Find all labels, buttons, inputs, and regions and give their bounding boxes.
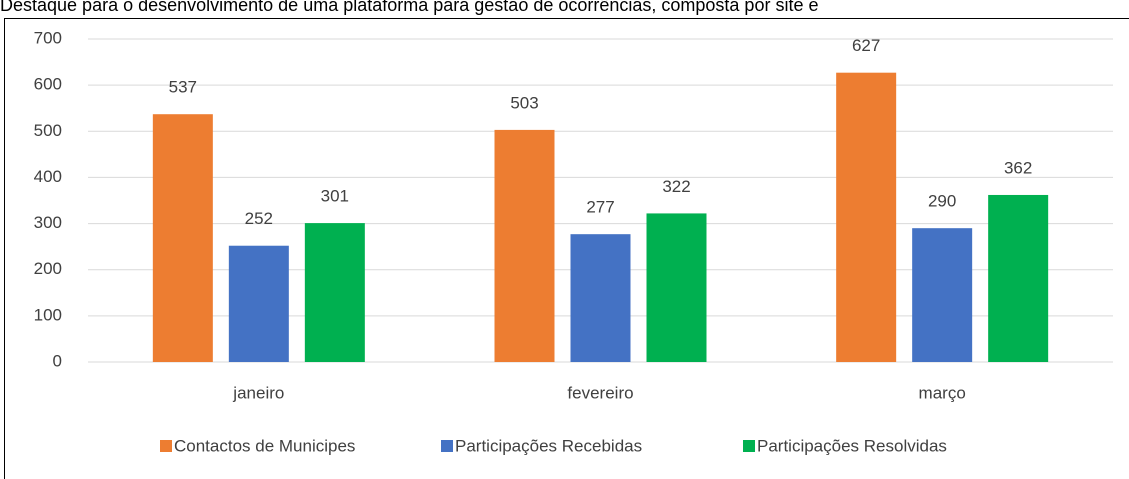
bar [988, 194, 1049, 362]
data-label: 627 [852, 36, 880, 55]
data-label: 322 [662, 177, 690, 196]
legend-swatch [441, 440, 453, 452]
y-tick-label: 100 [34, 305, 62, 324]
legend-swatch [160, 440, 172, 452]
bar [304, 223, 365, 362]
legend-label: Contactos de Municipes [174, 436, 355, 455]
data-label: 301 [321, 187, 349, 206]
y-tick-label: 0 [53, 351, 62, 370]
bar [152, 114, 213, 362]
y-tick-label: 400 [34, 167, 62, 186]
bar [646, 213, 707, 362]
bar [570, 234, 631, 362]
chart-frame [4, 18, 1129, 479]
legend-label: Participações Resolvidas [757, 436, 947, 455]
bar [912, 228, 973, 362]
y-tick-label: 500 [34, 121, 62, 140]
legend-label: Participações Recebidas [455, 436, 642, 455]
x-tick-label: janeiro [232, 383, 284, 402]
data-label: 290 [928, 192, 956, 211]
y-tick-label: 600 [34, 75, 62, 94]
y-tick-label: 300 [34, 213, 62, 232]
bar [494, 129, 555, 362]
data-label: 252 [245, 209, 273, 228]
data-label: 537 [169, 78, 197, 97]
caption: Destaque para o desenvolvimento de uma p… [0, 0, 818, 15]
bar [836, 72, 897, 362]
x-tick-label: março [919, 383, 966, 402]
data-label: 362 [1004, 158, 1032, 177]
y-tick-label: 200 [34, 259, 62, 278]
data-label: 503 [510, 93, 538, 112]
x-tick-label: fevereiro [567, 383, 633, 402]
legend-swatch [743, 440, 755, 452]
bar [228, 245, 289, 362]
data-label: 277 [586, 198, 614, 217]
y-tick-label: 700 [34, 28, 62, 47]
